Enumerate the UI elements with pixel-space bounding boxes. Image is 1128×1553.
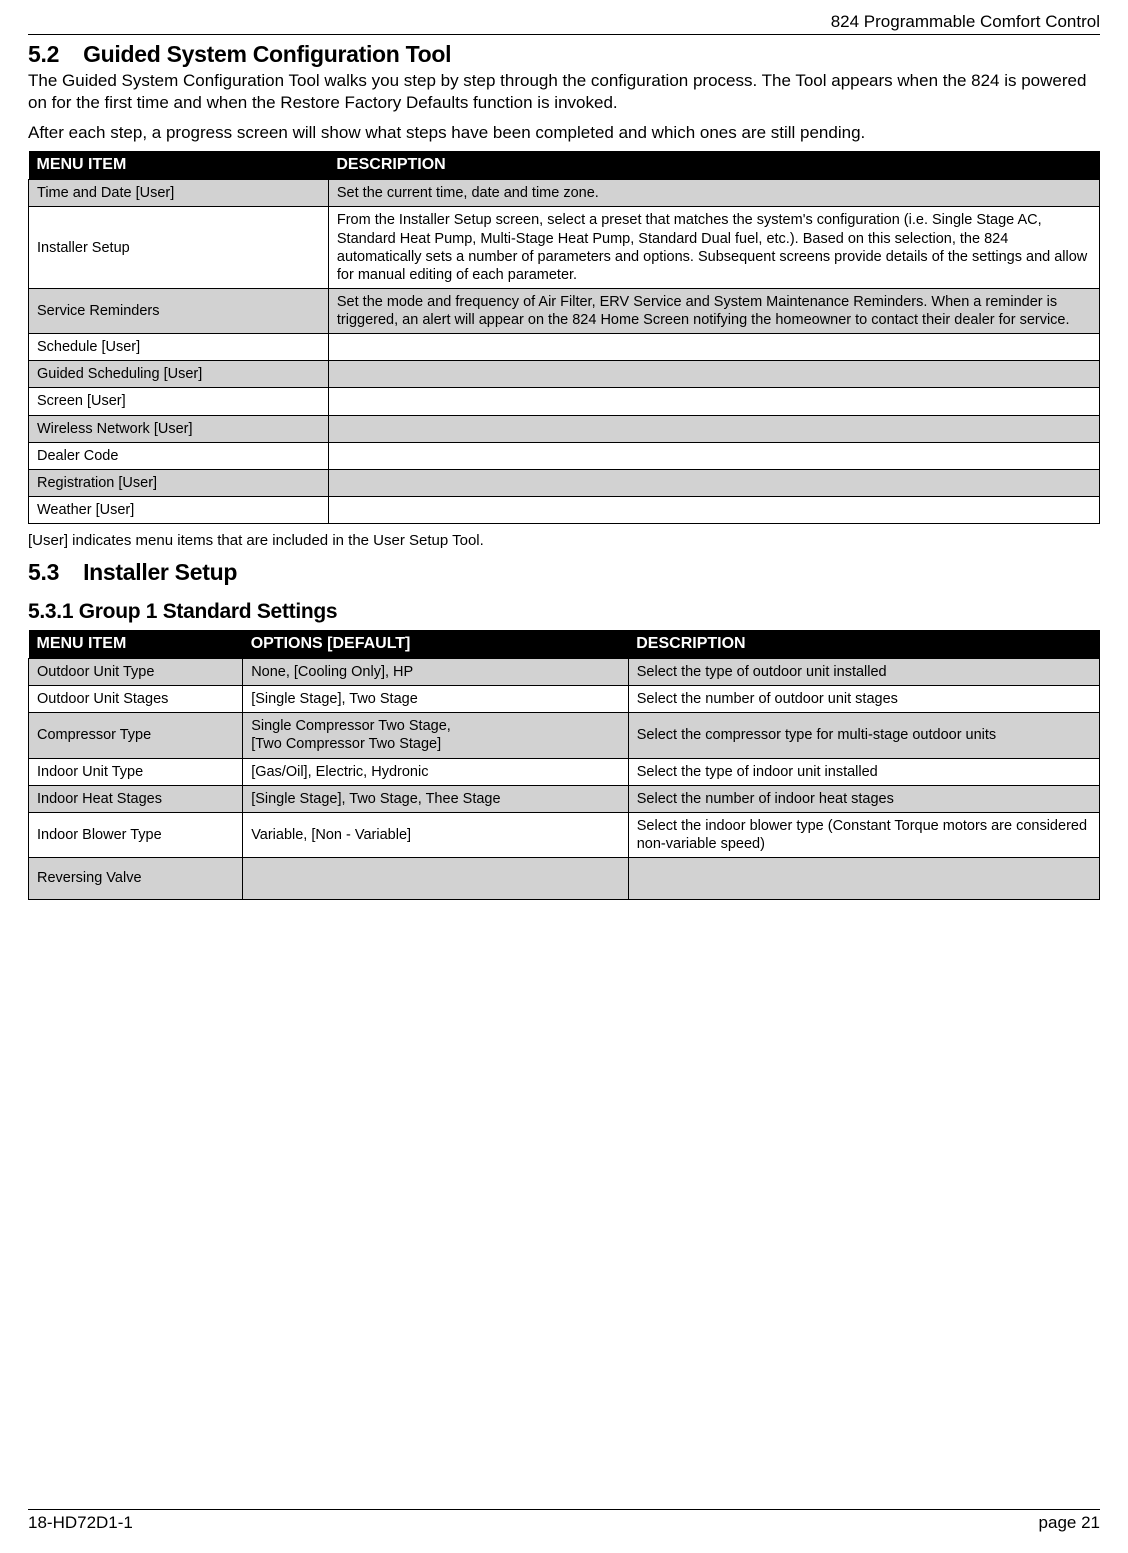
menu-item-cell: Reversing Valve — [29, 858, 243, 900]
footer-doc-id: 18-HD72D1-1 — [28, 1513, 133, 1533]
section-5-3-title: Installer Setup — [83, 559, 237, 585]
menu-item-cell: Indoor Blower Type — [29, 812, 243, 857]
description-cell: Set the mode and frequency of Air Filter… — [328, 288, 1099, 333]
table-row: Compressor TypeSingle Compressor Two Sta… — [29, 713, 1100, 758]
menu-item-cell: Indoor Unit Type — [29, 758, 243, 785]
description-cell — [328, 469, 1099, 496]
section-5-2-number: 5.2 — [28, 41, 59, 67]
description-cell: Select the type of outdoor unit installe… — [628, 659, 1099, 686]
menu-item-cell: Outdoor Unit Stages — [29, 686, 243, 713]
col-description: DESCRIPTION — [628, 630, 1099, 659]
menu-item-cell: Schedule [User] — [29, 334, 329, 361]
table-row: Indoor Heat Stages[Single Stage], Two St… — [29, 785, 1100, 812]
description-cell — [628, 858, 1099, 900]
table-row: Screen [User] — [29, 388, 1100, 415]
description-cell: Select the indoor blower type (Constant … — [628, 812, 1099, 857]
section-5-3-1-heading: 5.3.1 Group 1 Standard Settings — [28, 600, 1100, 624]
section-5-2-para1: The Guided System Configuration Tool wal… — [28, 70, 1100, 114]
menu-item-cell: Service Reminders — [29, 288, 329, 333]
table-header-row: MENU ITEM OPTIONS [DEFAULT] DESCRIPTION — [29, 630, 1100, 659]
menu-item-cell: Installer Setup — [29, 207, 329, 289]
section-5-2-para2: After each step, a progress screen will … — [28, 122, 1100, 144]
options-cell: [Single Stage], Two Stage, Thee Stage — [243, 785, 629, 812]
description-cell: Select the compressor type for multi-sta… — [628, 713, 1099, 758]
section-5-2-title: Guided System Configuration Tool — [83, 41, 451, 67]
options-cell: Variable, [Non - Variable] — [243, 812, 629, 857]
table-header-row: MENU ITEM DESCRIPTION — [29, 151, 1100, 180]
table-row: Reversing Valve — [29, 858, 1100, 900]
footer-page-number: page 21 — [1039, 1513, 1100, 1533]
options-cell — [243, 858, 629, 900]
table-row: Wireless Network [User] — [29, 415, 1100, 442]
options-cell: [Gas/Oil], Electric, Hydronic — [243, 758, 629, 785]
options-cell: [Single Stage], Two Stage — [243, 686, 629, 713]
installer-setup-table: MENU ITEM OPTIONS [DEFAULT] DESCRIPTION … — [28, 630, 1100, 900]
col-description: DESCRIPTION — [328, 151, 1099, 180]
section-5-3-heading: 5.3 Installer Setup — [28, 559, 1100, 586]
config-tool-table: MENU ITEM DESCRIPTION Time and Date [Use… — [28, 151, 1100, 524]
section-5-3-number: 5.3 — [28, 559, 59, 585]
menu-item-cell: Outdoor Unit Type — [29, 659, 243, 686]
table-row: Guided Scheduling [User] — [29, 361, 1100, 388]
menu-item-cell: Time and Date [User] — [29, 180, 329, 207]
description-cell — [328, 415, 1099, 442]
description-cell: Set the current time, date and time zone… — [328, 180, 1099, 207]
section-5-2-heading: 5.2 Guided System Configuration Tool — [28, 41, 1100, 68]
description-cell: From the Installer Setup screen, select … — [328, 207, 1099, 289]
table-row: Weather [User] — [29, 496, 1100, 523]
menu-item-cell: Wireless Network [User] — [29, 415, 329, 442]
menu-item-cell: Weather [User] — [29, 496, 329, 523]
description-cell — [328, 388, 1099, 415]
table-row: Installer SetupFrom the Installer Setup … — [29, 207, 1100, 289]
col-options: OPTIONS [DEFAULT] — [243, 630, 629, 659]
page-footer: 18-HD72D1-1 page 21 — [28, 1509, 1100, 1533]
table-row: Outdoor Unit TypeNone, [Cooling Only], H… — [29, 659, 1100, 686]
description-cell: Select the type of indoor unit installed — [628, 758, 1099, 785]
menu-item-cell: Dealer Code — [29, 442, 329, 469]
table-row: Dealer Code — [29, 442, 1100, 469]
col-menu-item: MENU ITEM — [29, 151, 329, 180]
description-cell — [328, 361, 1099, 388]
description-cell: Select the number of indoor heat stages — [628, 785, 1099, 812]
description-cell — [328, 334, 1099, 361]
menu-item-cell: Screen [User] — [29, 388, 329, 415]
menu-item-cell: Registration [User] — [29, 469, 329, 496]
options-cell: Single Compressor Two Stage, [Two Compre… — [243, 713, 629, 758]
menu-item-cell: Indoor Heat Stages — [29, 785, 243, 812]
description-cell — [328, 496, 1099, 523]
section-5-3-1-title: Group 1 Standard Settings — [79, 600, 338, 623]
page-header: 824 Programmable Comfort Control — [28, 12, 1100, 35]
user-note: [User] indicates menu items that are inc… — [28, 532, 1100, 549]
col-menu-item: MENU ITEM — [29, 630, 243, 659]
menu-item-cell: Compressor Type — [29, 713, 243, 758]
table-row: Service RemindersSet the mode and freque… — [29, 288, 1100, 333]
options-cell: None, [Cooling Only], HP — [243, 659, 629, 686]
table-row: Indoor Blower TypeVariable, [Non - Varia… — [29, 812, 1100, 857]
header-title: 824 Programmable Comfort Control — [831, 12, 1100, 31]
section-5-3-1-number: 5.3.1 — [28, 600, 73, 623]
table-row: Schedule [User] — [29, 334, 1100, 361]
menu-item-cell: Guided Scheduling [User] — [29, 361, 329, 388]
table-row: Outdoor Unit Stages[Single Stage], Two S… — [29, 686, 1100, 713]
table-row: Time and Date [User]Set the current time… — [29, 180, 1100, 207]
table-row: Indoor Unit Type[Gas/Oil], Electric, Hyd… — [29, 758, 1100, 785]
description-cell — [328, 442, 1099, 469]
description-cell: Select the number of outdoor unit stages — [628, 686, 1099, 713]
table-row: Registration [User] — [29, 469, 1100, 496]
